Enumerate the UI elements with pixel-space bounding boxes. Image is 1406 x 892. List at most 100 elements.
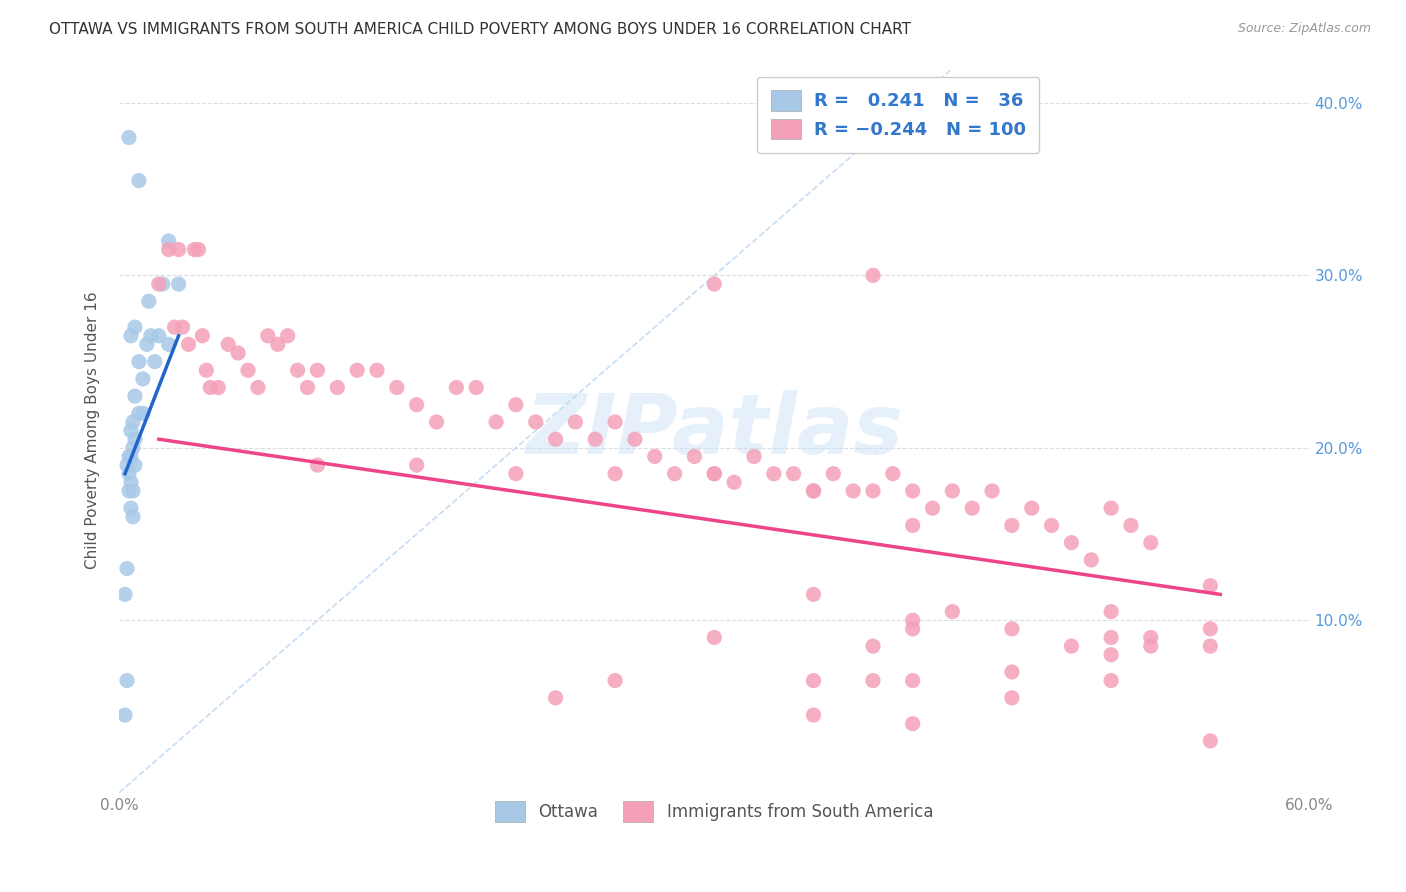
- Point: [157, 337, 180, 351]
- Point: [1199, 579, 1222, 593]
- Point: [226, 346, 249, 360]
- Point: [703, 277, 725, 291]
- Point: [246, 380, 269, 394]
- Point: [115, 561, 138, 575]
- Point: [297, 380, 319, 394]
- Point: [603, 673, 626, 688]
- Point: [862, 268, 884, 283]
- Point: [122, 509, 145, 524]
- Point: [723, 475, 745, 490]
- Point: [163, 320, 186, 334]
- Point: [544, 432, 567, 446]
- Point: [267, 337, 290, 351]
- Point: [882, 467, 904, 481]
- Point: [664, 467, 686, 481]
- Point: [120, 424, 142, 438]
- Point: [167, 243, 190, 257]
- Point: [346, 363, 368, 377]
- Point: [1099, 648, 1122, 662]
- Point: [207, 380, 229, 394]
- Point: [1199, 639, 1222, 653]
- Point: [862, 673, 884, 688]
- Point: [941, 605, 963, 619]
- Point: [1021, 501, 1043, 516]
- Point: [120, 475, 142, 490]
- Point: [120, 501, 142, 516]
- Point: [862, 639, 884, 653]
- Point: [172, 320, 194, 334]
- Point: [1099, 673, 1122, 688]
- Point: [742, 450, 765, 464]
- Point: [183, 243, 205, 257]
- Point: [152, 277, 174, 291]
- Point: [842, 483, 865, 498]
- Text: ZIPatlas: ZIPatlas: [526, 390, 903, 471]
- Point: [762, 467, 785, 481]
- Point: [167, 277, 190, 291]
- Point: [307, 458, 329, 472]
- Text: OTTAWA VS IMMIGRANTS FROM SOUTH AMERICA CHILD POVERTY AMONG BOYS UNDER 16 CORREL: OTTAWA VS IMMIGRANTS FROM SOUTH AMERICA …: [49, 22, 911, 37]
- Point: [505, 467, 527, 481]
- Point: [1001, 518, 1024, 533]
- Point: [326, 380, 349, 394]
- Point: [118, 130, 141, 145]
- Point: [1001, 622, 1024, 636]
- Point: [1060, 535, 1083, 549]
- Point: [703, 467, 725, 481]
- Point: [524, 415, 547, 429]
- Point: [901, 716, 924, 731]
- Point: [1199, 734, 1222, 748]
- Point: [287, 363, 309, 377]
- Point: [544, 690, 567, 705]
- Point: [901, 622, 924, 636]
- Point: [118, 483, 141, 498]
- Point: [1099, 501, 1122, 516]
- Point: [901, 613, 924, 627]
- Point: [405, 398, 427, 412]
- Point: [1099, 605, 1122, 619]
- Point: [1001, 665, 1024, 679]
- Point: [803, 587, 825, 601]
- Point: [132, 372, 155, 386]
- Point: [195, 363, 218, 377]
- Point: [624, 432, 647, 446]
- Y-axis label: Child Poverty Among Boys Under 16: Child Poverty Among Boys Under 16: [86, 292, 100, 569]
- Point: [1099, 631, 1122, 645]
- Point: [485, 415, 508, 429]
- Point: [122, 441, 145, 455]
- Point: [114, 587, 136, 601]
- Point: [564, 415, 586, 429]
- Point: [1080, 553, 1102, 567]
- Point: [1119, 518, 1142, 533]
- Point: [901, 483, 924, 498]
- Point: [148, 277, 170, 291]
- Point: [366, 363, 388, 377]
- Point: [138, 294, 160, 309]
- Point: [257, 328, 280, 343]
- Point: [921, 501, 943, 516]
- Point: [425, 415, 447, 429]
- Point: [703, 467, 725, 481]
- Point: [236, 363, 259, 377]
- Point: [118, 450, 141, 464]
- Point: [823, 467, 845, 481]
- Point: [1040, 518, 1063, 533]
- Point: [120, 450, 142, 464]
- Point: [128, 406, 150, 420]
- Point: [683, 450, 706, 464]
- Point: [803, 483, 825, 498]
- Point: [405, 458, 427, 472]
- Point: [862, 483, 884, 498]
- Point: [122, 415, 145, 429]
- Point: [124, 432, 146, 446]
- Point: [157, 234, 180, 248]
- Point: [191, 328, 214, 343]
- Point: [122, 483, 145, 498]
- Point: [124, 389, 146, 403]
- Point: [118, 467, 141, 481]
- Point: [644, 450, 666, 464]
- Point: [1060, 639, 1083, 653]
- Point: [124, 320, 146, 334]
- Point: [128, 173, 150, 187]
- Text: Source: ZipAtlas.com: Source: ZipAtlas.com: [1237, 22, 1371, 36]
